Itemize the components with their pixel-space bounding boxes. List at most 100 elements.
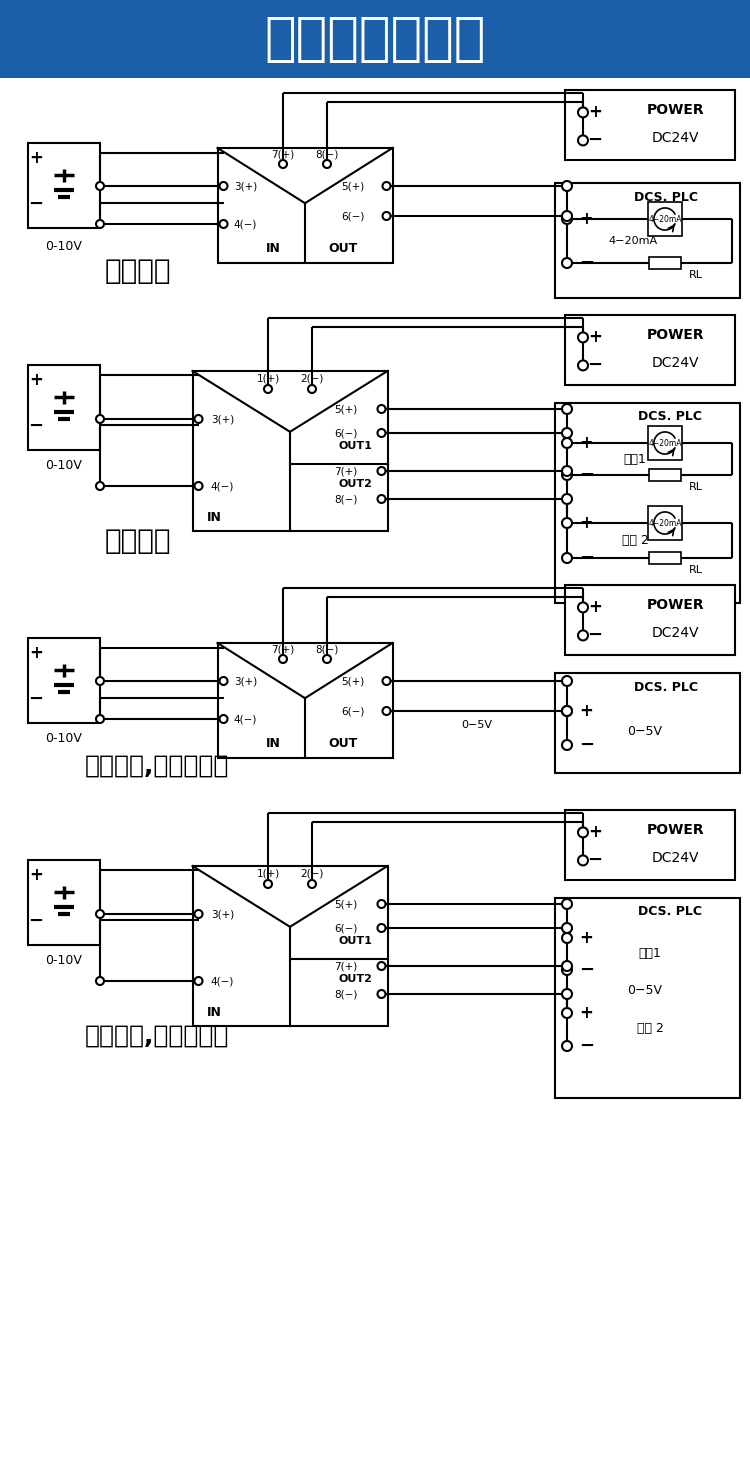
Text: DCS. PLC: DCS. PLC: [638, 410, 702, 422]
Circle shape: [562, 494, 572, 504]
Circle shape: [377, 989, 386, 998]
Circle shape: [220, 714, 227, 723]
Circle shape: [562, 923, 572, 933]
Text: +: +: [579, 703, 592, 720]
Circle shape: [194, 482, 202, 490]
Text: POWER: POWER: [646, 328, 704, 341]
Text: DCS. PLC: DCS. PLC: [638, 904, 702, 917]
Circle shape: [562, 989, 572, 1000]
Text: +: +: [579, 434, 592, 451]
Circle shape: [377, 925, 386, 932]
Text: DCS. PLC: DCS. PLC: [634, 681, 698, 694]
Text: 6(−): 6(−): [334, 428, 358, 438]
Text: 0-10V: 0-10V: [46, 240, 82, 253]
Bar: [565, 90, 735, 160]
Circle shape: [562, 438, 572, 448]
Circle shape: [578, 135, 588, 146]
Bar: [193, 866, 388, 1026]
Circle shape: [578, 856, 588, 866]
Text: +: +: [588, 823, 602, 841]
Text: RL: RL: [689, 564, 703, 575]
Circle shape: [562, 470, 572, 481]
Circle shape: [562, 900, 572, 908]
Text: +: +: [588, 103, 602, 122]
Circle shape: [562, 404, 572, 415]
Bar: [565, 585, 735, 656]
Circle shape: [562, 466, 572, 476]
Text: DC24V: DC24V: [652, 356, 699, 369]
Bar: [28, 143, 100, 228]
Text: 通道 2: 通道 2: [622, 534, 649, 547]
Text: 8(−): 8(−): [334, 494, 358, 504]
Text: 4(−): 4(−): [234, 714, 257, 725]
Circle shape: [377, 467, 386, 475]
Circle shape: [96, 978, 104, 985]
Circle shape: [578, 603, 588, 613]
Bar: [555, 673, 740, 773]
Text: +: +: [29, 866, 43, 885]
Text: +: +: [579, 929, 592, 947]
Text: −: −: [579, 961, 594, 979]
Circle shape: [382, 678, 391, 685]
Text: −: −: [587, 356, 602, 375]
Bar: [0, 0, 750, 78]
Text: −: −: [28, 196, 44, 213]
Text: 4−20mA: 4−20mA: [648, 519, 682, 528]
Bar: [565, 810, 735, 881]
Text: 1(+): 1(+): [256, 373, 280, 384]
Bar: [648, 201, 682, 237]
Text: 0-10V: 0-10V: [46, 954, 82, 966]
Bar: [648, 426, 682, 460]
Text: +: +: [29, 150, 43, 168]
Text: −: −: [587, 131, 602, 150]
Text: 1(+): 1(+): [256, 867, 280, 878]
Text: −: −: [579, 254, 594, 272]
Circle shape: [264, 881, 272, 888]
Circle shape: [264, 385, 272, 392]
Text: OUT: OUT: [328, 241, 358, 254]
Text: 7(+): 7(+): [334, 961, 358, 972]
Text: DC24V: DC24V: [652, 626, 699, 639]
Bar: [217, 642, 392, 759]
Text: IN: IN: [207, 1005, 222, 1019]
Circle shape: [279, 160, 287, 168]
Text: OUT1: OUT1: [338, 936, 373, 945]
Text: 3(+): 3(+): [211, 908, 234, 919]
Circle shape: [96, 220, 104, 228]
Bar: [555, 182, 740, 298]
Text: −: −: [28, 691, 44, 709]
Text: 4(−): 4(−): [234, 219, 257, 229]
Text: 2(−): 2(−): [300, 867, 324, 878]
Circle shape: [562, 1008, 572, 1019]
Text: 7(+): 7(+): [334, 466, 358, 476]
Circle shape: [562, 181, 572, 191]
Text: DCS. PLC: DCS. PLC: [634, 191, 698, 203]
Circle shape: [194, 910, 202, 917]
Circle shape: [578, 631, 588, 641]
Circle shape: [562, 212, 572, 220]
Text: 5(+): 5(+): [334, 900, 358, 908]
Text: RL: RL: [689, 270, 703, 279]
Text: 8(−): 8(−): [315, 148, 339, 159]
Circle shape: [220, 182, 227, 190]
Circle shape: [96, 714, 104, 723]
Text: 3(+): 3(+): [234, 676, 257, 686]
Bar: [649, 469, 681, 481]
Text: 0−5V: 0−5V: [461, 720, 492, 731]
Circle shape: [562, 706, 572, 716]
Bar: [649, 553, 681, 564]
Text: 一进二出: 一进二出: [105, 528, 172, 556]
Text: 一进二出,电压输出型: 一进二出,电压输出型: [85, 1025, 230, 1048]
Bar: [555, 898, 740, 1098]
Text: +: +: [29, 372, 43, 390]
Circle shape: [578, 828, 588, 838]
Circle shape: [194, 978, 202, 985]
Text: −: −: [28, 417, 44, 435]
Circle shape: [194, 415, 202, 423]
Text: 3(+): 3(+): [234, 181, 257, 191]
Circle shape: [562, 961, 572, 972]
Circle shape: [308, 881, 316, 888]
Text: −: −: [587, 851, 602, 869]
Text: 5(+): 5(+): [341, 676, 364, 686]
Circle shape: [220, 220, 227, 228]
